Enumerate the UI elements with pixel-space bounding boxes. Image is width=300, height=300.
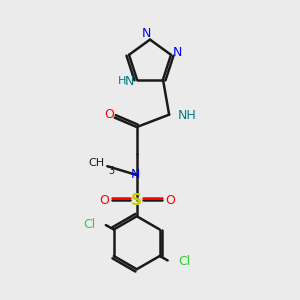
Text: N: N <box>142 27 151 40</box>
Text: 3: 3 <box>108 166 114 176</box>
Text: O: O <box>99 194 109 207</box>
Text: NH: NH <box>177 109 196 122</box>
Text: N: N <box>130 168 140 181</box>
Text: CH: CH <box>89 158 105 168</box>
Text: S: S <box>131 193 142 208</box>
Text: O: O <box>104 108 114 121</box>
Text: Cl: Cl <box>83 218 95 231</box>
Text: Cl: Cl <box>178 255 190 268</box>
Text: N: N <box>173 46 182 59</box>
Text: N: N <box>125 75 134 88</box>
Text: O: O <box>165 194 175 207</box>
Text: H: H <box>118 76 127 86</box>
